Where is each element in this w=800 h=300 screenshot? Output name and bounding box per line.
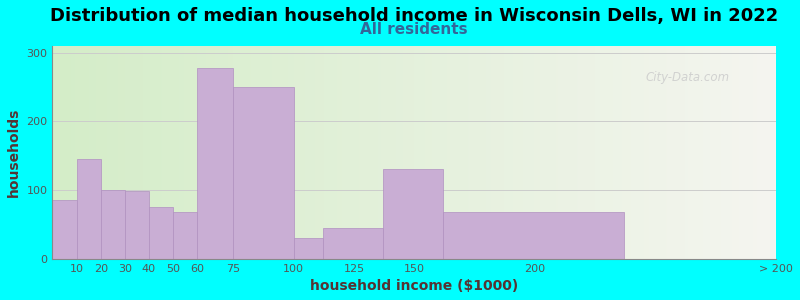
Bar: [234, 87, 294, 259]
Text: City-Data.com: City-Data.com: [646, 71, 730, 85]
Bar: [322, 228, 383, 259]
Bar: [101, 190, 125, 259]
Bar: [149, 207, 173, 259]
Bar: [198, 68, 234, 259]
Bar: [383, 169, 443, 259]
Bar: [125, 191, 149, 259]
Bar: [294, 238, 322, 259]
Bar: [53, 200, 77, 259]
Y-axis label: households: households: [7, 108, 21, 197]
X-axis label: household income ($1000): household income ($1000): [310, 279, 518, 293]
Bar: [443, 212, 624, 259]
Title: Distribution of median household income in Wisconsin Dells, WI in 2022: Distribution of median household income …: [50, 7, 778, 25]
Text: All residents: All residents: [361, 22, 468, 38]
Bar: [173, 212, 198, 259]
Bar: [77, 159, 101, 259]
